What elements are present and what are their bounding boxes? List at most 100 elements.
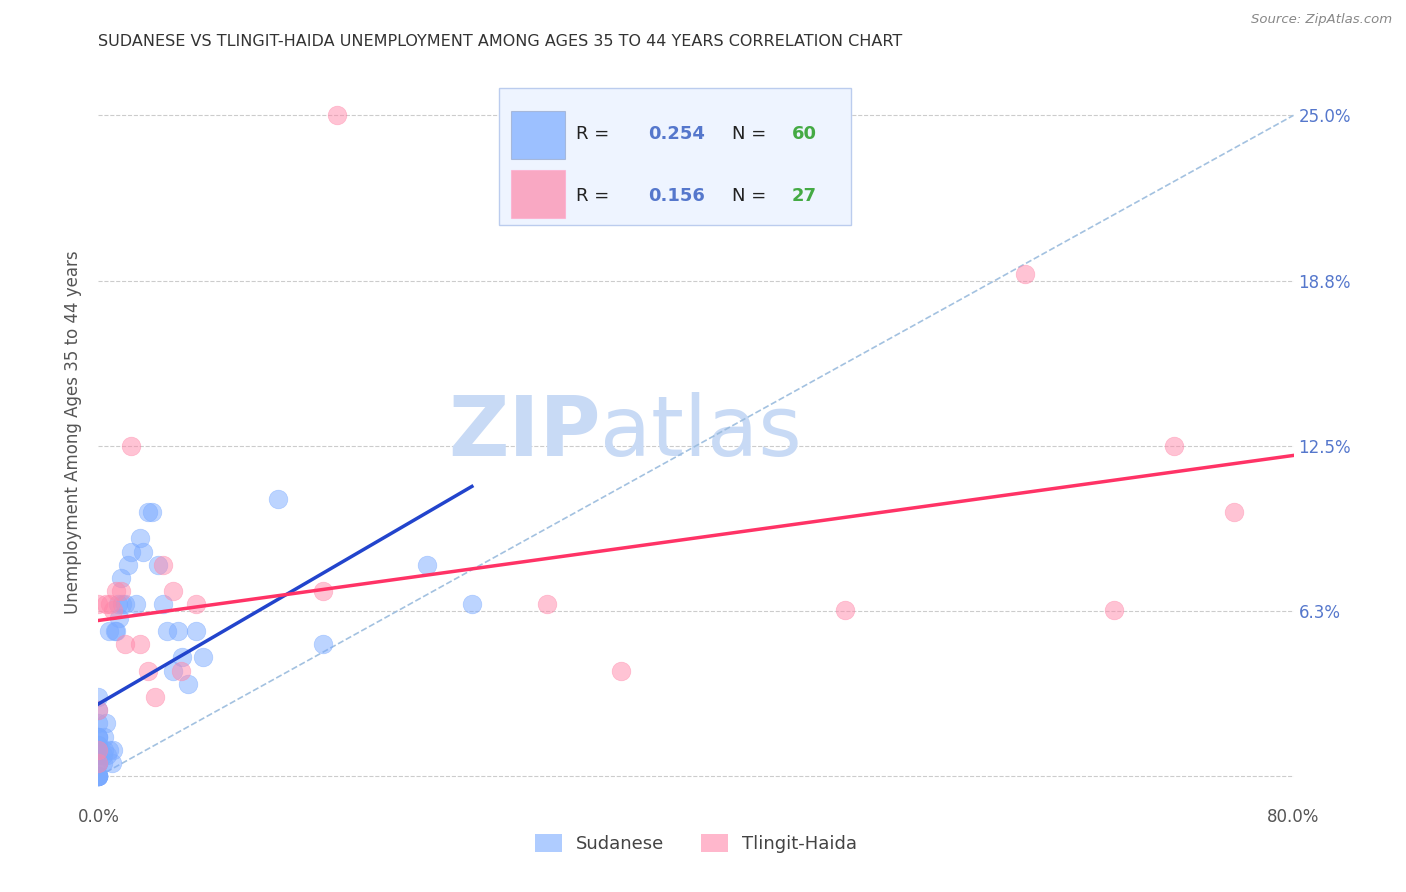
Point — [87, 748, 110, 763]
Point — [87, 743, 110, 757]
Point — [536, 598, 558, 612]
Point — [136, 505, 159, 519]
Point — [120, 439, 142, 453]
Point — [87, 769, 110, 783]
Point — [108, 611, 131, 625]
Point — [87, 738, 110, 752]
Point — [96, 748, 118, 763]
Point — [834, 603, 856, 617]
Point — [132, 544, 155, 558]
Point — [1104, 603, 1126, 617]
Text: atlas: atlas — [600, 392, 801, 473]
Point — [91, 756, 114, 771]
Point — [143, 690, 166, 704]
FancyBboxPatch shape — [510, 111, 565, 159]
Legend: Sudanese, Tlingit-Haida: Sudanese, Tlingit-Haida — [534, 834, 858, 853]
Point — [311, 637, 333, 651]
Point — [103, 603, 125, 617]
Text: 27: 27 — [792, 186, 817, 204]
Text: ZIP: ZIP — [449, 392, 600, 473]
Text: 0.254: 0.254 — [648, 125, 704, 144]
Text: Source: ZipAtlas.com: Source: ZipAtlas.com — [1251, 13, 1392, 27]
Point — [1014, 267, 1036, 281]
Point — [114, 637, 136, 651]
Point — [117, 558, 139, 572]
Point — [156, 624, 179, 638]
Point — [87, 716, 110, 731]
Point — [97, 624, 120, 638]
Point — [416, 558, 439, 572]
Point — [87, 743, 110, 757]
Point — [1223, 505, 1246, 519]
Point — [461, 598, 484, 612]
Point — [87, 730, 110, 744]
Text: 0.156: 0.156 — [648, 186, 704, 204]
Point — [87, 756, 110, 771]
Point — [152, 598, 174, 612]
Point — [87, 769, 110, 783]
Point — [87, 769, 110, 783]
Point — [111, 598, 134, 612]
FancyBboxPatch shape — [510, 169, 565, 218]
Point — [87, 769, 110, 783]
Point — [129, 637, 152, 651]
Point — [87, 730, 110, 744]
Text: SUDANESE VS TLINGIT-HAIDA UNEMPLOYMENT AMONG AGES 35 TO 44 YEARS CORRELATION CHA: SUDANESE VS TLINGIT-HAIDA UNEMPLOYMENT A… — [98, 34, 903, 49]
Point — [162, 664, 184, 678]
Point — [87, 738, 110, 752]
Point — [110, 584, 132, 599]
Point — [326, 108, 349, 122]
Point — [87, 730, 110, 744]
Point — [169, 664, 191, 678]
Point — [93, 730, 115, 744]
Point — [94, 598, 117, 612]
Point — [87, 756, 110, 771]
Point — [97, 743, 120, 757]
Text: R =: R = — [576, 186, 610, 204]
Point — [125, 598, 148, 612]
Point — [98, 598, 122, 612]
Point — [1163, 439, 1185, 453]
Point — [87, 756, 110, 771]
Point — [87, 756, 110, 771]
Point — [94, 716, 117, 731]
Text: N =: N = — [733, 125, 766, 144]
Text: R =: R = — [576, 125, 610, 144]
Point — [107, 598, 129, 612]
Point — [87, 748, 110, 763]
Point — [87, 769, 110, 783]
Point — [162, 584, 184, 599]
Point — [177, 677, 200, 691]
Point — [184, 624, 207, 638]
Point — [87, 769, 110, 783]
Point — [104, 624, 127, 638]
Text: 60: 60 — [792, 125, 817, 144]
Point — [129, 532, 152, 546]
Point — [93, 743, 115, 757]
Point — [120, 544, 142, 558]
Point — [105, 584, 128, 599]
Point — [87, 743, 110, 757]
Point — [87, 769, 110, 783]
Text: N =: N = — [733, 186, 766, 204]
Point — [103, 743, 125, 757]
Point — [110, 571, 132, 585]
Point — [87, 598, 110, 612]
Point — [101, 756, 124, 771]
Point — [191, 650, 214, 665]
FancyBboxPatch shape — [499, 88, 852, 226]
Point — [87, 703, 110, 717]
Y-axis label: Unemployment Among Ages 35 to 44 years: Unemployment Among Ages 35 to 44 years — [65, 251, 83, 615]
Point — [184, 598, 207, 612]
Point — [87, 769, 110, 783]
Point — [141, 505, 163, 519]
Point — [610, 664, 633, 678]
Point — [136, 664, 159, 678]
Point — [267, 491, 290, 506]
Point — [87, 703, 110, 717]
Point — [148, 558, 170, 572]
Point — [152, 558, 174, 572]
Point — [105, 624, 128, 638]
Point — [172, 650, 194, 665]
Point — [311, 584, 333, 599]
